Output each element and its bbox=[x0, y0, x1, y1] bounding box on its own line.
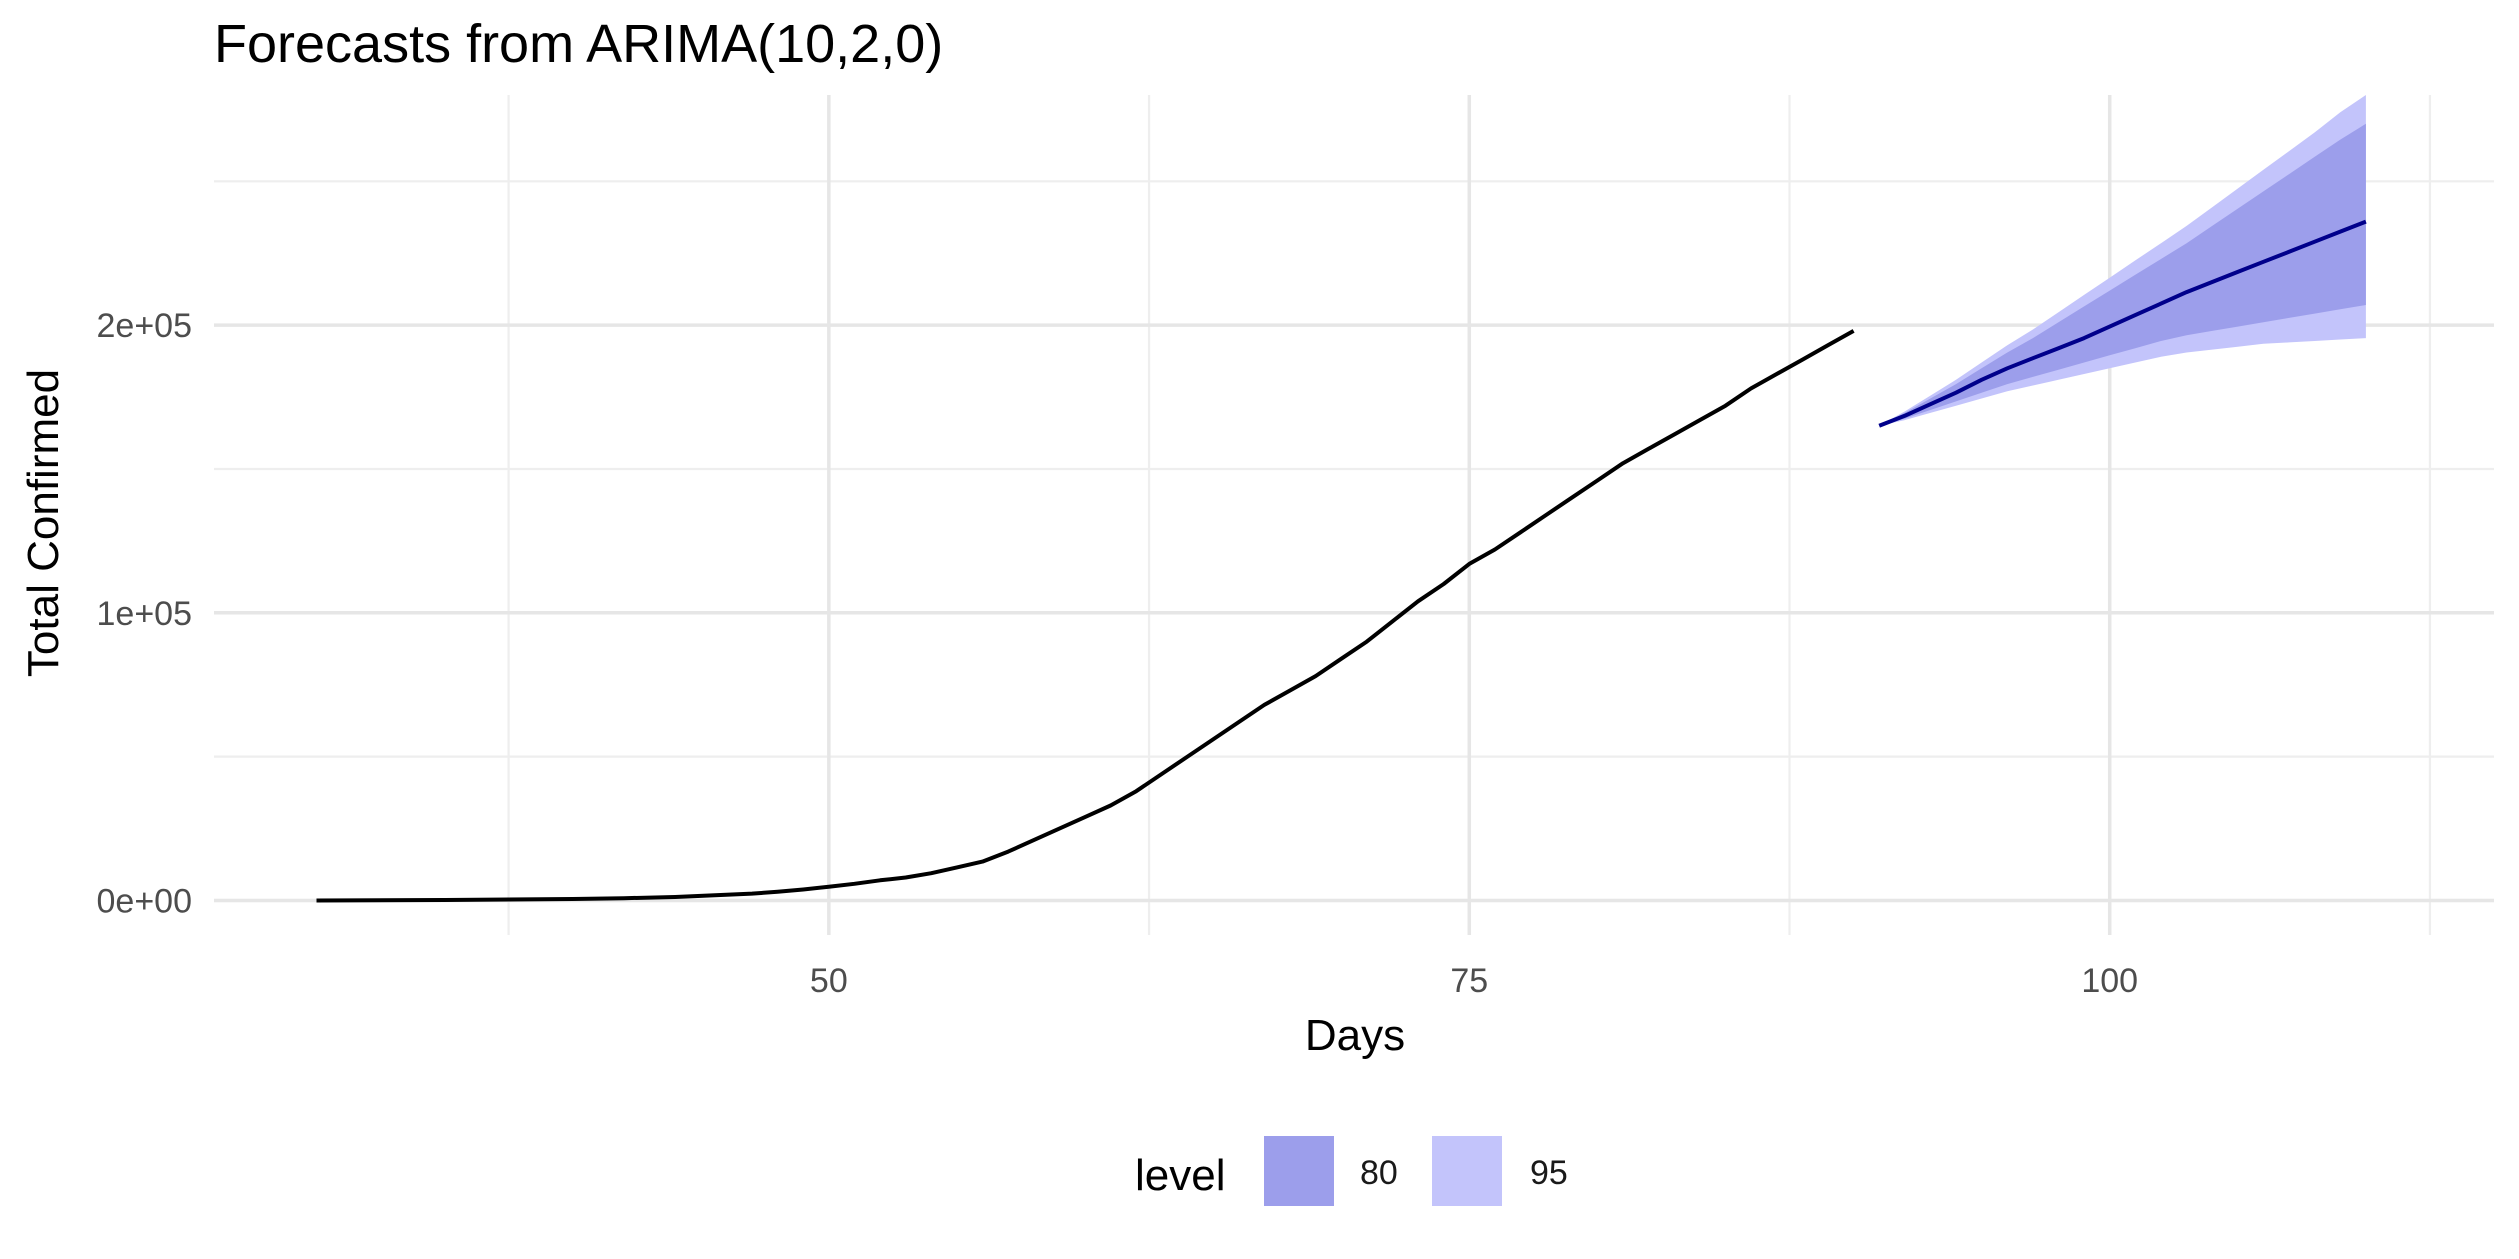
y-tick-label: 1e+05 bbox=[97, 595, 193, 633]
legend-label-95: 95 bbox=[1530, 1154, 1568, 1192]
band-95 bbox=[1879, 95, 2366, 426]
forecast-mean-line bbox=[1878, 219, 2367, 428]
chart-title: Forecasts from ARIMA(10,2,0) bbox=[214, 14, 943, 74]
x-tick-label: 50 bbox=[810, 962, 848, 1000]
x-tick-label: 75 bbox=[1450, 962, 1488, 1000]
legend-swatch-80 bbox=[1264, 1136, 1334, 1206]
tick-labels: 50 75 100 0e+00 1e+05 2e+05 bbox=[97, 307, 2139, 1000]
y-axis-title: Total Confirmed bbox=[19, 369, 68, 677]
legend-title: level bbox=[1135, 1151, 1226, 1200]
y-tick-label: 0e+00 bbox=[97, 882, 193, 920]
band-80 bbox=[1879, 123, 2366, 426]
forecast-band-95 bbox=[1879, 95, 2366, 426]
x-tick-label: 100 bbox=[2081, 962, 2138, 1000]
forecast-band-80 bbox=[1879, 123, 2366, 426]
x-axis-title: Days bbox=[1305, 1011, 1405, 1060]
legend-label-80: 80 bbox=[1360, 1154, 1398, 1192]
legend-swatch-95 bbox=[1432, 1136, 1502, 1206]
observed-series-line bbox=[316, 329, 1855, 903]
y-tick-label: 2e+05 bbox=[97, 307, 193, 345]
legend: level 80 95 bbox=[1135, 1136, 1568, 1206]
series-lines bbox=[316, 219, 2367, 903]
